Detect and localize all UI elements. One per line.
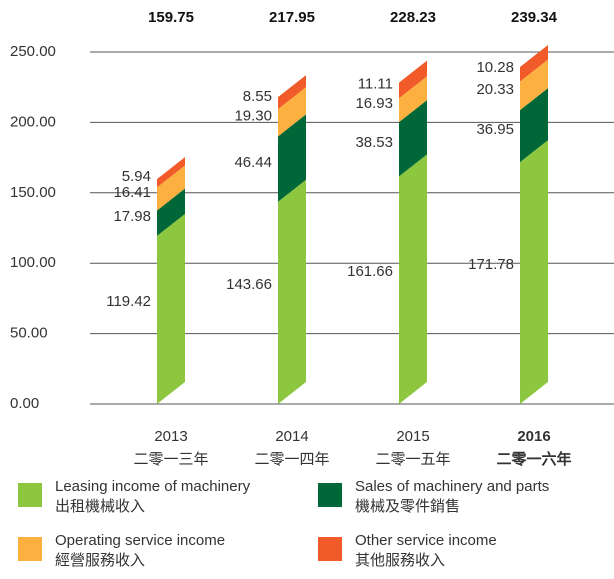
x-tick-label: 2016: [517, 428, 550, 445]
bar-segment: [278, 87, 306, 137]
legend-label: Other service income: [355, 532, 497, 549]
bar-segment: [399, 100, 427, 177]
bar-segment: [520, 59, 548, 111]
y-tick-label: 50.00: [10, 325, 48, 342]
x-tick-label: 2014: [275, 428, 308, 445]
value-label: 19.30: [234, 108, 272, 125]
y-tick-label: 200.00: [10, 113, 56, 130]
y-tick-label: 250.00: [10, 43, 56, 60]
legend-label-zh: 經營服務收入: [55, 552, 145, 569]
value-label: 143.66: [226, 276, 272, 293]
total-label: 228.23: [390, 9, 436, 26]
total-label: 159.75: [148, 9, 194, 26]
bar-segment: [157, 157, 185, 188]
legend-label-zh: 機械及零件銷售: [355, 498, 460, 515]
bar-segment: [157, 165, 185, 211]
legend-swatch: [318, 483, 342, 507]
value-label: 119.42: [106, 293, 151, 310]
x-tick-label-zh: 二零一三年: [133, 451, 208, 468]
legend-label: Operating service income: [55, 532, 225, 549]
value-label: 5.94: [122, 168, 151, 185]
value-label: 10.28: [476, 59, 514, 76]
bar-segment: [520, 45, 548, 82]
value-label: 17.98: [113, 208, 151, 225]
bar-segment: [399, 60, 427, 99]
value-label: 46.44: [234, 154, 272, 171]
x-tick-label-zh: 二零一六年: [496, 450, 571, 468]
total-label: 239.34: [511, 9, 558, 26]
y-tick-label: 0.00: [10, 395, 39, 412]
legend-swatch: [18, 537, 42, 561]
bar-segment: [399, 154, 427, 404]
y-tick-label: 100.00: [10, 254, 56, 271]
bar-segment: [520, 140, 548, 404]
bar-segment: [520, 88, 548, 163]
x-tick-label-zh: 二零一五年: [375, 451, 450, 468]
legend-swatch: [18, 483, 42, 507]
legend-label-zh: 出租機械收入: [55, 498, 145, 515]
value-label: 8.55: [243, 88, 272, 105]
value-label: 16.93: [355, 95, 393, 112]
bar-segment: [278, 179, 306, 404]
legend-label-zh: 其他服務收入: [355, 552, 445, 569]
legend-label: Sales of machinery and parts: [355, 478, 549, 495]
value-label: 171.78: [468, 256, 514, 273]
legend-swatch: [318, 537, 342, 561]
legend-label: Leasing income of machinery: [55, 478, 251, 495]
bar-segment: [278, 75, 306, 110]
x-tick-label: 2013: [154, 428, 187, 445]
value-label: 16.41: [113, 184, 151, 201]
value-label: 36.95: [476, 121, 514, 138]
x-tick-label: 2015: [396, 428, 429, 445]
x-tick-label-zh: 二零一四年: [254, 451, 329, 468]
bar-segment: [157, 213, 185, 404]
value-label: 161.66: [347, 263, 393, 280]
bar-segment: [278, 114, 306, 202]
value-label: 11.11: [358, 75, 393, 92]
bar-segment: [157, 188, 185, 236]
y-tick-label: 150.00: [10, 184, 56, 201]
value-label: 38.53: [355, 134, 393, 151]
bar-segment: [399, 76, 427, 123]
total-label: 217.95: [269, 9, 315, 26]
value-label: 20.33: [476, 81, 514, 98]
